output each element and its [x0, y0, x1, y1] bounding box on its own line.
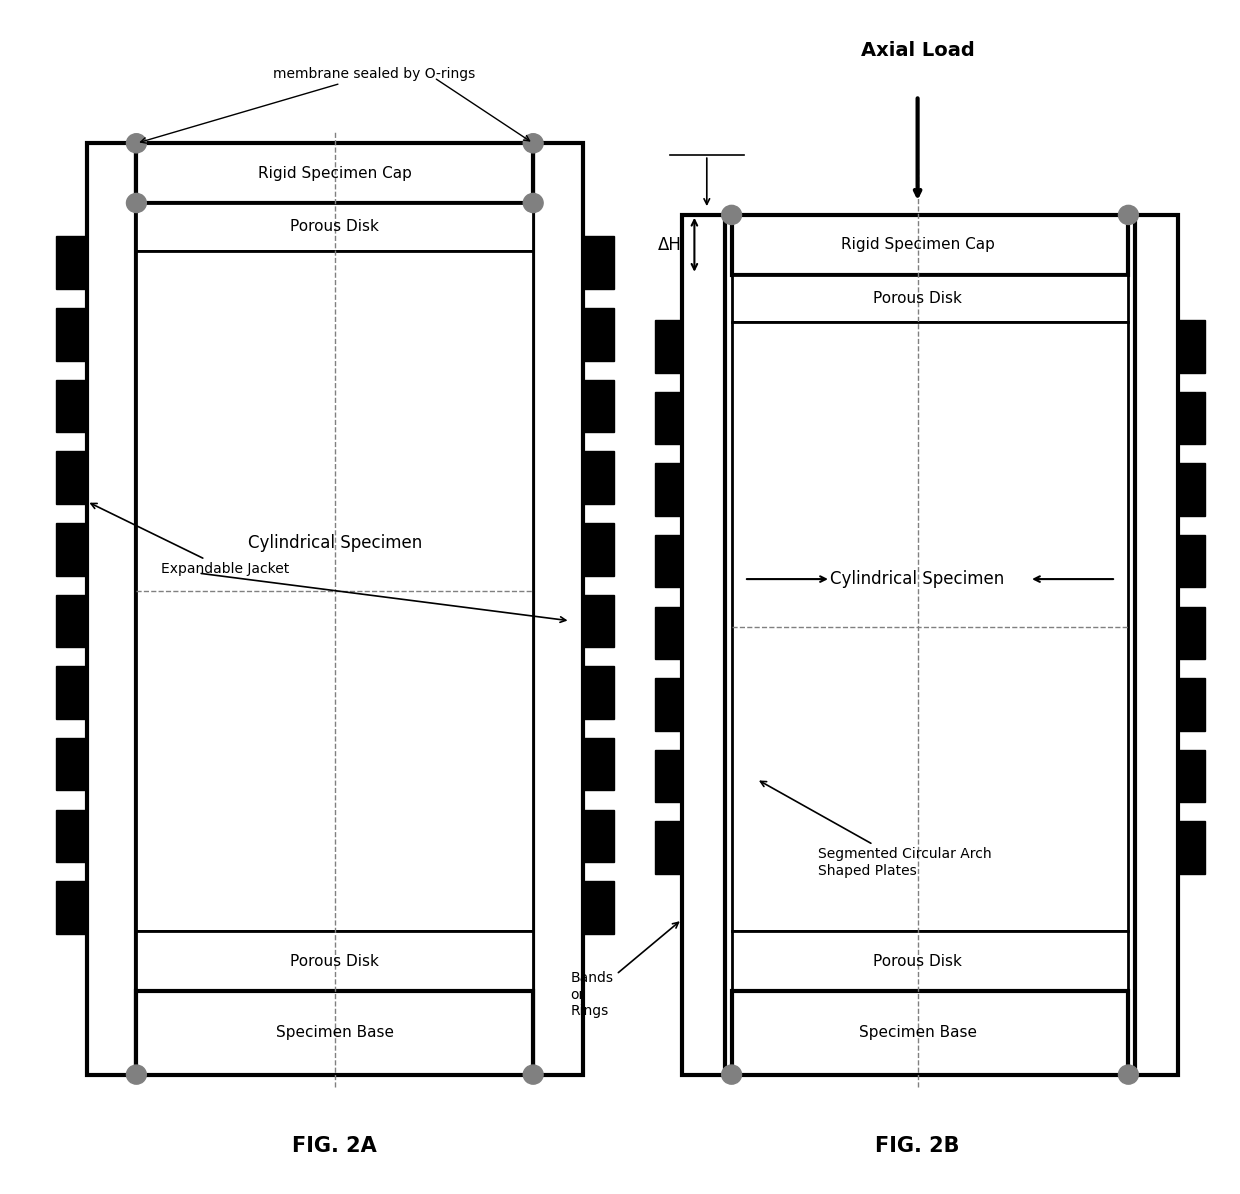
Circle shape	[523, 1065, 543, 1084]
FancyBboxPatch shape	[56, 451, 87, 504]
Circle shape	[523, 193, 543, 213]
FancyBboxPatch shape	[583, 523, 614, 576]
FancyBboxPatch shape	[732, 931, 1128, 991]
Text: Segmented Circular Arch
Shaped Plates: Segmented Circular Arch Shaped Plates	[760, 781, 992, 878]
FancyBboxPatch shape	[655, 320, 682, 373]
FancyBboxPatch shape	[136, 931, 533, 991]
FancyBboxPatch shape	[1178, 821, 1205, 874]
Text: Rigid Specimen Cap: Rigid Specimen Cap	[258, 166, 412, 180]
FancyBboxPatch shape	[533, 143, 583, 1075]
FancyBboxPatch shape	[732, 275, 1128, 322]
FancyBboxPatch shape	[583, 380, 614, 432]
Text: Porous Disk: Porous Disk	[873, 954, 962, 968]
Text: Porous Disk: Porous Disk	[290, 954, 379, 968]
Text: Porous Disk: Porous Disk	[873, 291, 962, 306]
Text: Cylindrical Specimen: Cylindrical Specimen	[831, 570, 1004, 589]
FancyBboxPatch shape	[655, 750, 682, 802]
FancyBboxPatch shape	[1135, 215, 1178, 1075]
FancyBboxPatch shape	[583, 810, 614, 862]
FancyBboxPatch shape	[583, 236, 614, 289]
FancyBboxPatch shape	[1178, 535, 1205, 587]
FancyBboxPatch shape	[655, 678, 682, 731]
FancyBboxPatch shape	[655, 821, 682, 874]
Text: Axial Load: Axial Load	[861, 41, 975, 60]
FancyBboxPatch shape	[583, 451, 614, 504]
FancyBboxPatch shape	[56, 810, 87, 862]
FancyBboxPatch shape	[583, 595, 614, 647]
Circle shape	[1118, 205, 1138, 224]
Circle shape	[126, 193, 146, 213]
FancyBboxPatch shape	[655, 607, 682, 659]
FancyBboxPatch shape	[1178, 392, 1205, 444]
Circle shape	[1118, 1065, 1138, 1084]
FancyBboxPatch shape	[56, 666, 87, 719]
FancyBboxPatch shape	[56, 881, 87, 934]
Text: FIG. 2B: FIG. 2B	[875, 1137, 960, 1156]
FancyBboxPatch shape	[56, 236, 87, 289]
Text: Expandable Jacket: Expandable Jacket	[91, 504, 289, 577]
FancyBboxPatch shape	[1178, 750, 1205, 802]
Text: Specimen Base: Specimen Base	[858, 1026, 977, 1040]
FancyBboxPatch shape	[56, 380, 87, 432]
FancyBboxPatch shape	[136, 143, 533, 203]
FancyBboxPatch shape	[56, 738, 87, 790]
FancyBboxPatch shape	[655, 392, 682, 444]
FancyBboxPatch shape	[583, 308, 614, 361]
FancyBboxPatch shape	[56, 595, 87, 647]
FancyBboxPatch shape	[87, 143, 136, 1075]
FancyBboxPatch shape	[56, 523, 87, 576]
Circle shape	[523, 134, 543, 153]
Text: FIG. 2A: FIG. 2A	[293, 1137, 377, 1156]
FancyBboxPatch shape	[136, 203, 533, 251]
FancyBboxPatch shape	[732, 322, 1128, 931]
Text: membrane sealed by O-rings: membrane sealed by O-rings	[140, 67, 475, 143]
FancyBboxPatch shape	[655, 463, 682, 516]
Text: Rigid Specimen Cap: Rigid Specimen Cap	[841, 238, 994, 252]
Text: ΔH: ΔH	[658, 235, 682, 254]
FancyBboxPatch shape	[732, 991, 1128, 1075]
FancyBboxPatch shape	[1178, 678, 1205, 731]
Text: Bands
or
Rings: Bands or Rings	[570, 922, 678, 1018]
Text: Cylindrical Specimen: Cylindrical Specimen	[248, 534, 422, 553]
FancyBboxPatch shape	[583, 738, 614, 790]
Circle shape	[126, 134, 146, 153]
Text: Specimen Base: Specimen Base	[275, 1026, 394, 1040]
Circle shape	[722, 1065, 742, 1084]
FancyBboxPatch shape	[1178, 463, 1205, 516]
FancyBboxPatch shape	[56, 308, 87, 361]
Text: Porous Disk: Porous Disk	[290, 220, 379, 234]
FancyBboxPatch shape	[583, 666, 614, 719]
FancyBboxPatch shape	[655, 535, 682, 587]
FancyBboxPatch shape	[1178, 320, 1205, 373]
FancyBboxPatch shape	[136, 251, 533, 931]
FancyBboxPatch shape	[136, 991, 533, 1075]
FancyBboxPatch shape	[1178, 607, 1205, 659]
Circle shape	[722, 205, 742, 224]
FancyBboxPatch shape	[682, 215, 725, 1075]
FancyBboxPatch shape	[732, 215, 1128, 275]
FancyBboxPatch shape	[583, 881, 614, 934]
Circle shape	[126, 1065, 146, 1084]
